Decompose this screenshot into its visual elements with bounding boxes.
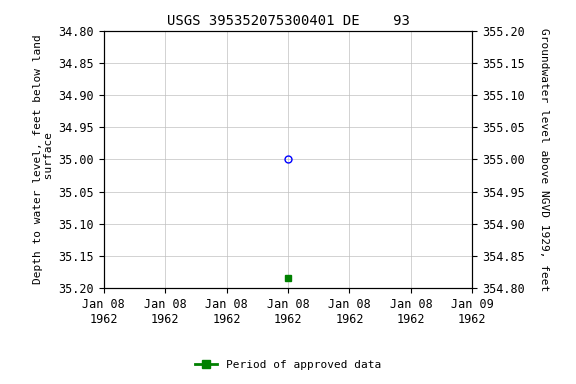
Y-axis label: Groundwater level above NGVD 1929, feet: Groundwater level above NGVD 1929, feet bbox=[539, 28, 549, 291]
Title: USGS 395352075300401 DE    93: USGS 395352075300401 DE 93 bbox=[166, 14, 410, 28]
Legend: Period of approved data: Period of approved data bbox=[191, 356, 385, 375]
Y-axis label: Depth to water level, feet below land
 surface: Depth to water level, feet below land su… bbox=[33, 35, 54, 284]
